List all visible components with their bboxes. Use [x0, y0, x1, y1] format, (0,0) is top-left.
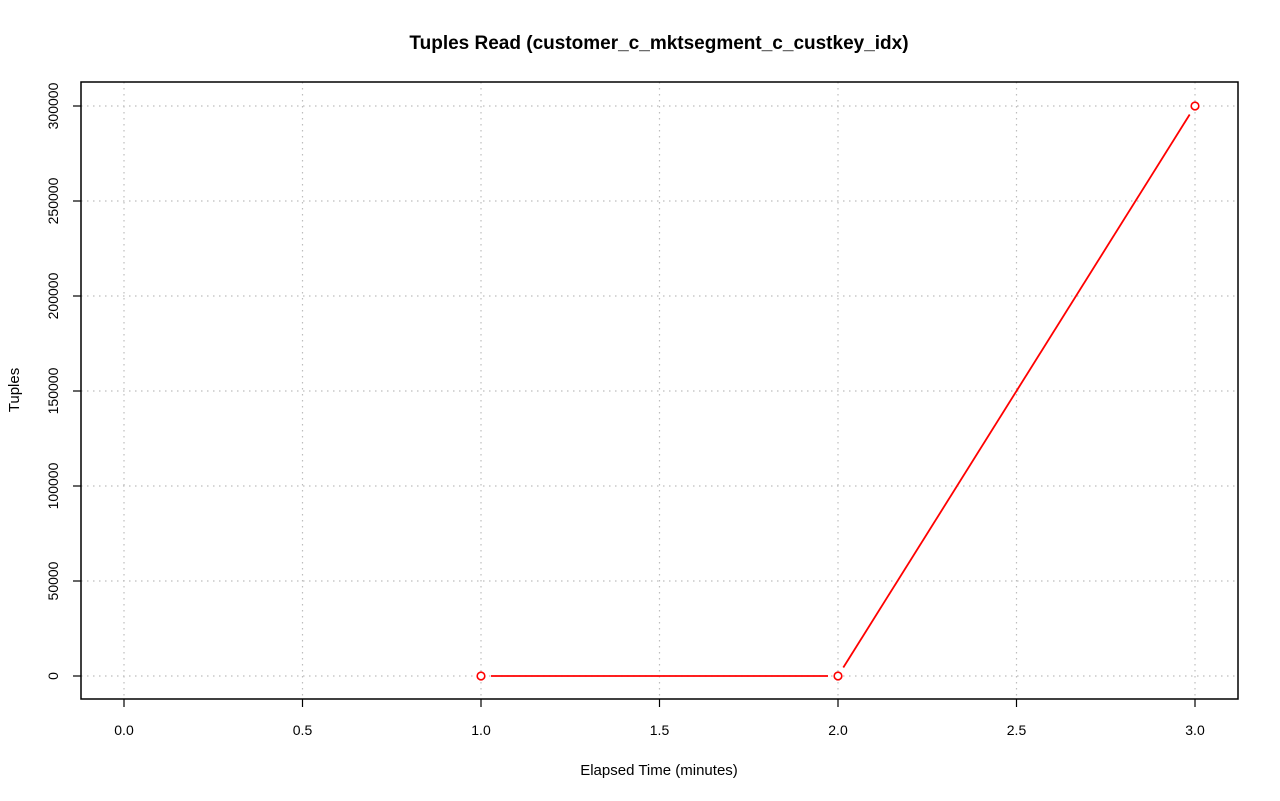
y-tick-label: 0 — [45, 672, 61, 680]
y-axis: 0 50000 100000 150000 200000 250000 300000 — [45, 82, 81, 680]
x-tick-label: 0.5 — [293, 722, 313, 738]
x-axis-label: Elapsed Time (minutes) — [580, 762, 738, 779]
series-0-point-2 — [1190, 101, 1200, 111]
chart-title: Tuples Read (customer_c_mktsegment_c_cus… — [409, 33, 908, 54]
x-tick-label: 0.0 — [114, 722, 134, 738]
series-0-segment-1 — [842, 113, 1191, 669]
x-tick-label: 3.0 — [1185, 722, 1205, 738]
x-tick-label: 2.5 — [1007, 722, 1027, 738]
series-0-point-1 — [833, 671, 843, 681]
y-tick-label: 250000 — [45, 177, 61, 224]
series-group — [476, 101, 1200, 681]
y-tick-label: 150000 — [45, 367, 61, 414]
series-0-point-0 — [476, 671, 486, 681]
y-tick-label: 50000 — [45, 561, 61, 600]
y-tick-label: 200000 — [45, 272, 61, 319]
y-axis-label: Tuples — [6, 368, 23, 412]
grid — [81, 82, 1238, 699]
plot-frame — [80, 81, 1239, 700]
y-tick-label: 100000 — [45, 462, 61, 509]
x-tick-label: 2.0 — [828, 722, 848, 738]
x-axis: 0.0 0.5 1.0 1.5 2.0 2.5 3.0 — [114, 699, 1205, 738]
x-tick-label: 1.5 — [650, 722, 670, 738]
x-tick-label: 1.0 — [471, 722, 491, 738]
y-tick-label: 300000 — [45, 82, 61, 129]
